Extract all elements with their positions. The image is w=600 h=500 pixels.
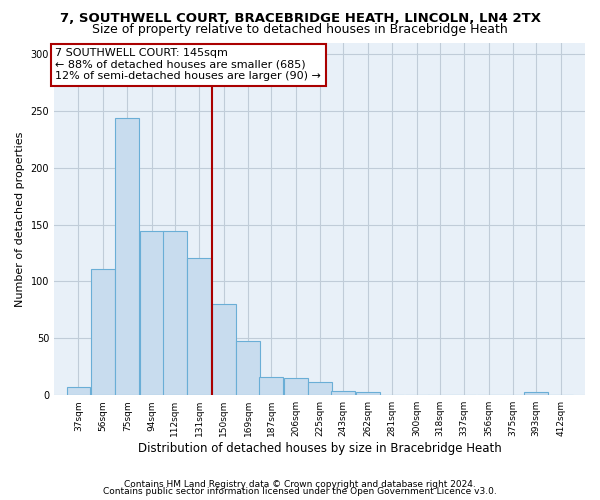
Text: 7 SOUTHWELL COURT: 145sqm
← 88% of detached houses are smaller (685)
12% of semi: 7 SOUTHWELL COURT: 145sqm ← 88% of detac…	[55, 48, 321, 82]
Bar	[524, 392, 548, 395]
Text: 7, SOUTHWELL COURT, BRACEBRIDGE HEATH, LINCOLN, LN4 2TX: 7, SOUTHWELL COURT, BRACEBRIDGE HEATH, L…	[59, 12, 541, 26]
Bar	[140, 232, 164, 395]
Text: Contains HM Land Registry data © Crown copyright and database right 2024.: Contains HM Land Registry data © Crown c…	[124, 480, 476, 489]
Bar	[67, 387, 91, 395]
Y-axis label: Number of detached properties: Number of detached properties	[15, 131, 25, 306]
Bar	[115, 118, 139, 395]
Text: Contains public sector information licensed under the Open Government Licence v3: Contains public sector information licen…	[103, 488, 497, 496]
Bar	[187, 258, 211, 395]
Bar	[163, 232, 187, 395]
Bar	[259, 377, 283, 395]
X-axis label: Distribution of detached houses by size in Bracebridge Heath: Distribution of detached houses by size …	[137, 442, 502, 455]
Text: Size of property relative to detached houses in Bracebridge Heath: Size of property relative to detached ho…	[92, 22, 508, 36]
Bar	[356, 392, 380, 395]
Bar	[284, 378, 308, 395]
Bar	[212, 304, 236, 395]
Bar	[236, 340, 260, 395]
Bar	[308, 382, 332, 395]
Bar	[331, 390, 355, 395]
Bar	[91, 269, 115, 395]
